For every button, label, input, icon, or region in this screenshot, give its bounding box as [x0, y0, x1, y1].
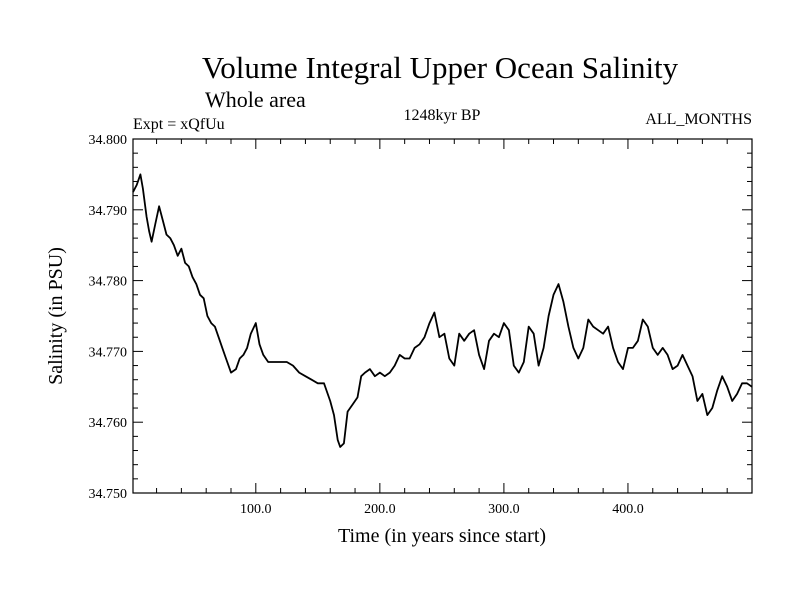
period-label: 1248kyr BP: [404, 107, 481, 124]
x-tick-label: 200.0: [364, 502, 396, 517]
plot-frame: [132, 138, 753, 494]
x-tick-label: 400.0: [612, 502, 644, 517]
salinity-series-line: [132, 173, 753, 448]
y-tick-label: 34.800: [89, 133, 128, 148]
x-tick-label: 100.0: [240, 502, 272, 517]
y-axis-label: Salinity (in PSU): [45, 247, 67, 385]
x-axis-label: Time (in years since start): [338, 525, 546, 547]
y-tick-label: 34.760: [89, 416, 128, 431]
axis-ticks: [133, 138, 752, 494]
y-tick-label: 34.750: [89, 487, 128, 502]
x-tick-label: 300.0: [488, 502, 520, 517]
x-tick-labels: 100.0 200.0 300.0 400.0: [240, 502, 644, 517]
y-tick-label: 34.770: [89, 345, 128, 360]
chart-title: Volume Integral Upper Ocean Salinity: [202, 50, 679, 85]
experiment-label: Expt = xQfUu: [133, 116, 225, 133]
y-tick-labels: 34.750 34.760 34.770 34.780 34.790 34.800: [89, 133, 128, 502]
y-tick-label: 34.780: [89, 275, 128, 290]
months-label: ALL_MONTHS: [645, 111, 752, 128]
y-tick-label: 34.790: [89, 204, 128, 219]
chart-subtitle: Whole area: [205, 87, 306, 112]
